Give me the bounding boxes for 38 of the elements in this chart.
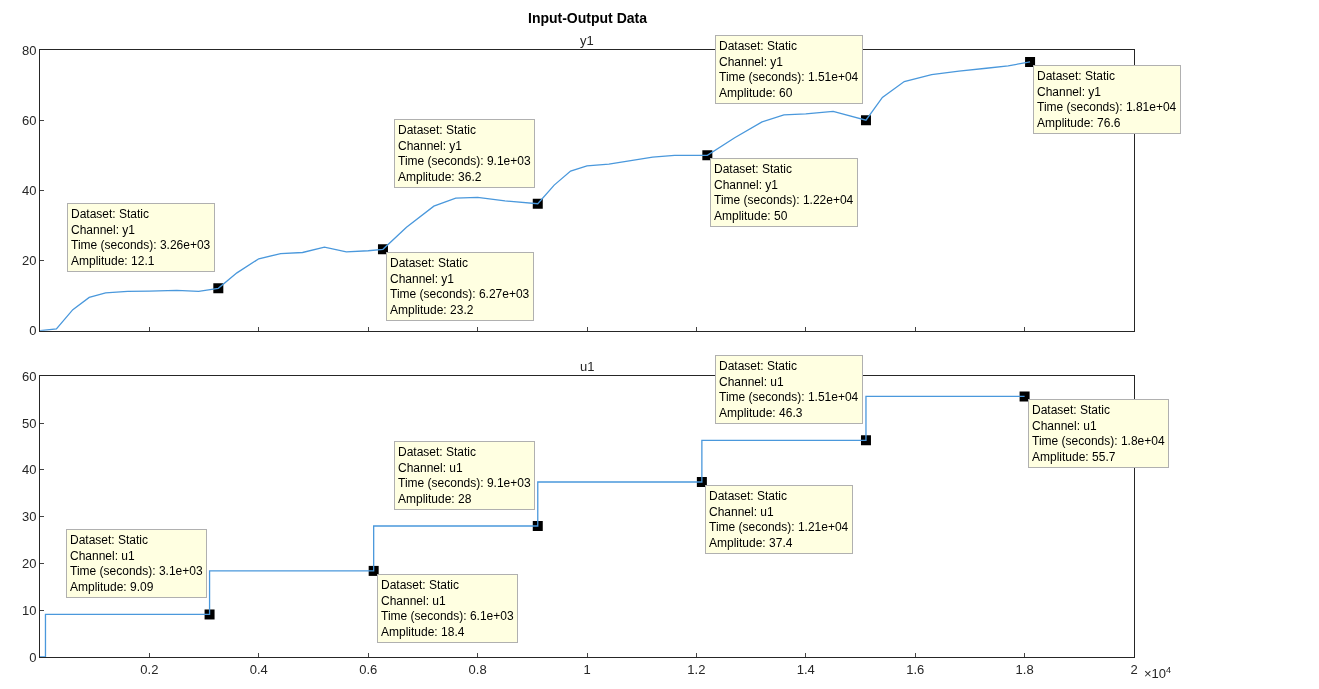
y-tick-label: 10 xyxy=(21,602,37,618)
y-tick-label: 60 xyxy=(21,368,37,384)
y-tick-label: 80 xyxy=(21,42,37,58)
chart-title: Input-Output Data xyxy=(528,10,648,26)
annotation: Dataset: Static Channel: y1 Time (seconds): 3.26e+03 Amplitude: 12.1 xyxy=(71,207,211,268)
annotation: Dataset: Static Channel: u1 Time (seconds): 9.1e+03 Amplitude: 28 xyxy=(398,445,531,506)
x-tick-label: 1.6 xyxy=(906,661,925,677)
y-tick-label: 20 xyxy=(21,253,37,269)
x-tick-label: 2 xyxy=(1130,661,1138,677)
annotation: Dataset: Static Channel: u1 Time (seconds): 1.8e+04 Amplitude: 55.7 xyxy=(1032,403,1165,464)
annotation: Dataset: Static Channel: y1 Time (seconds): 1.22e+04 Amplitude: 50 xyxy=(714,162,854,223)
y-tick-label: 40 xyxy=(21,182,37,198)
annotation: Dataset: Static Channel: u1 Time (seconds): 3.1e+03 Amplitude: 9.09 xyxy=(70,533,203,594)
x-tick-label: 0.8 xyxy=(468,661,487,677)
annotation: Dataset: Static Channel: y1 Time (seconds): 1.51e+04 Amplitude: 60 xyxy=(719,39,859,100)
y-tick-label: 30 xyxy=(21,509,37,525)
y-tick-label: 20 xyxy=(21,555,37,571)
annotation: Dataset: Static Channel: y1 Time (seconds): 6.27e+03 Amplitude: 23.2 xyxy=(390,256,530,317)
y-tick-label: 60 xyxy=(21,112,37,128)
x-tick-label: 0.4 xyxy=(249,661,268,677)
x-tick-label: 1.2 xyxy=(687,661,706,677)
annotation: Dataset: Static Channel: y1 Time (seconds): 9.1e+03 Amplitude: 36.2 xyxy=(398,123,531,184)
y-tick-label: 0 xyxy=(29,649,37,665)
x-tick-label: 1 xyxy=(583,661,591,677)
annotation: Dataset: Static Channel: u1 Time (seconds): 1.51e+04 Amplitude: 46.3 xyxy=(719,359,859,420)
x-tick-label: 1.8 xyxy=(1015,661,1034,677)
x-tick-label: 0.6 xyxy=(359,661,378,677)
chart-title: u1 xyxy=(580,359,595,374)
annotation: Dataset: Static Channel: u1 Time (seconds): 6.1e+03 Amplitude: 18.4 xyxy=(381,578,514,639)
y-tick-label: 50 xyxy=(21,415,37,431)
y-tick-label: 40 xyxy=(21,462,37,478)
chart-subtitle: y1 xyxy=(580,33,594,48)
annotation: Dataset: Static Channel: u1 Time (seconds): 1.21e+04 Amplitude: 37.4 xyxy=(709,489,849,550)
annotation: Dataset: Static Channel: y1 Time (seconds): 1.81e+04 Amplitude: 76.6 xyxy=(1037,69,1177,130)
y-tick-label: 0 xyxy=(29,323,37,339)
x-tick-label: 1.4 xyxy=(796,661,815,677)
x-tick-label: 0.2 xyxy=(140,661,159,677)
text: ×10$^{4}$ xyxy=(1144,665,1172,682)
